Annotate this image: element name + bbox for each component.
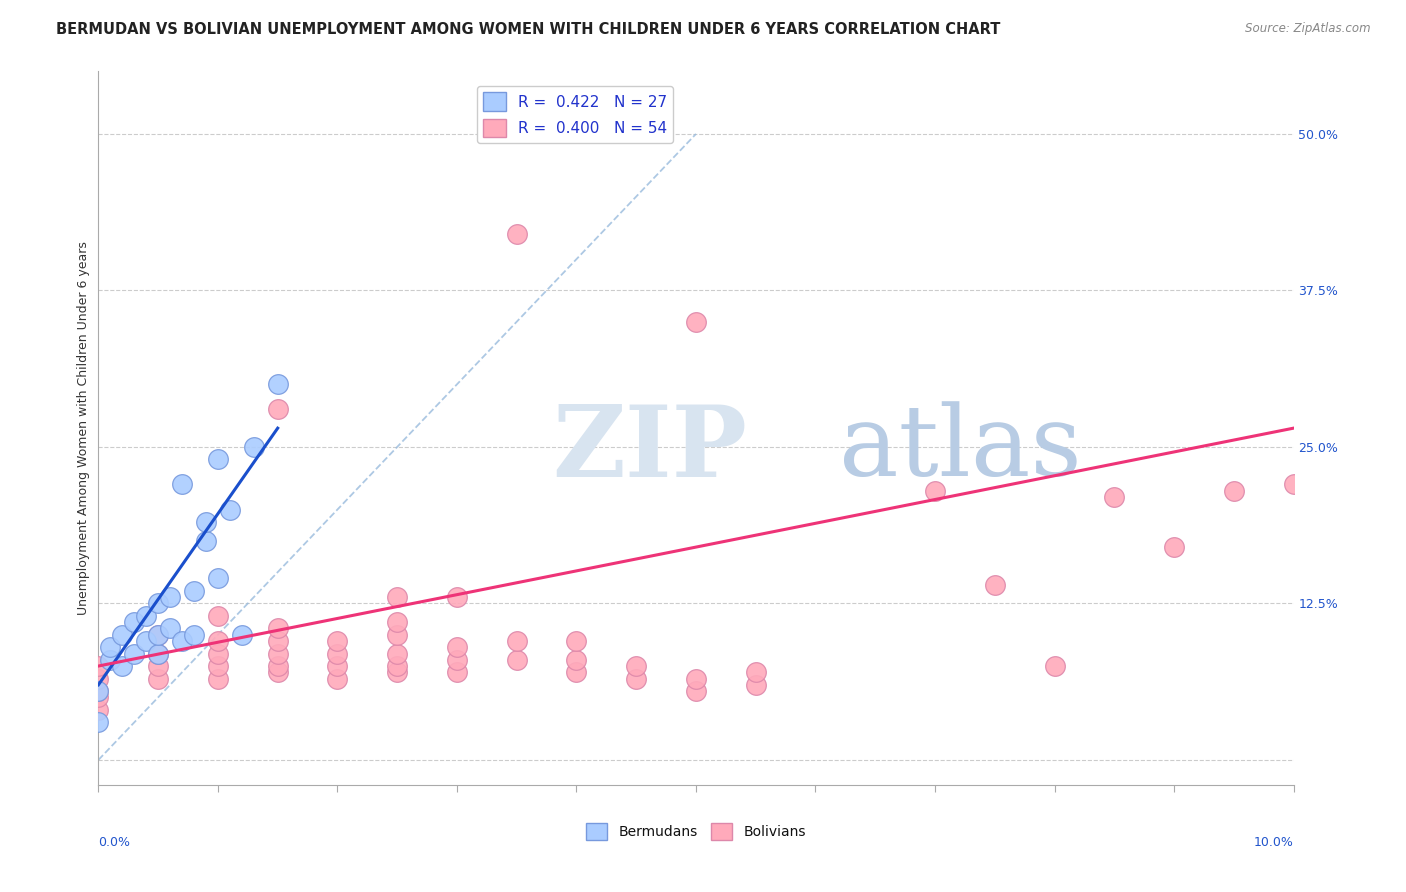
Point: [506, 227, 529, 241]
Point: [267, 665, 290, 680]
Point: [267, 622, 290, 636]
Point: [135, 634, 157, 648]
Point: [111, 659, 134, 673]
Point: [87, 684, 110, 698]
Point: [207, 659, 229, 673]
Point: [87, 690, 110, 705]
Point: [385, 590, 409, 604]
Point: [626, 659, 648, 673]
Point: [98, 640, 122, 655]
Point: [172, 477, 194, 491]
Point: [326, 647, 349, 661]
Point: [267, 659, 290, 673]
Point: [148, 628, 170, 642]
Point: [87, 703, 110, 717]
Point: [267, 647, 290, 661]
Point: [172, 634, 194, 648]
Point: [446, 640, 468, 655]
Point: [565, 665, 588, 680]
Point: [87, 684, 110, 698]
Point: [124, 647, 146, 661]
Point: [565, 634, 588, 648]
Point: [148, 659, 170, 673]
Legend: Bermudans, Bolivians: Bermudans, Bolivians: [581, 818, 811, 846]
Point: [1282, 477, 1305, 491]
Point: [148, 672, 170, 686]
Point: [148, 628, 170, 642]
Point: [326, 672, 349, 686]
Text: atlas: atlas: [839, 401, 1083, 498]
Point: [446, 590, 468, 604]
Point: [124, 615, 146, 630]
Point: [446, 653, 468, 667]
Point: [207, 571, 229, 585]
Point: [924, 483, 946, 498]
Y-axis label: Unemployment Among Women with Children Under 6 years: Unemployment Among Women with Children U…: [77, 241, 90, 615]
Point: [135, 609, 157, 624]
Point: [87, 672, 110, 686]
Point: [207, 672, 229, 686]
Point: [148, 647, 170, 661]
Point: [195, 515, 218, 529]
Point: [219, 502, 242, 516]
Point: [385, 628, 409, 642]
Text: 0.0%: 0.0%: [98, 837, 131, 849]
Point: [326, 659, 349, 673]
Text: 10.0%: 10.0%: [1254, 837, 1294, 849]
Point: [87, 659, 110, 673]
Point: [231, 628, 253, 642]
Point: [183, 583, 205, 598]
Point: [87, 715, 110, 730]
Point: [159, 590, 181, 604]
Point: [1223, 483, 1246, 498]
Point: [243, 440, 266, 454]
Point: [207, 647, 229, 661]
Point: [685, 672, 707, 686]
Point: [159, 622, 181, 636]
Point: [565, 653, 588, 667]
Point: [385, 659, 409, 673]
Point: [685, 684, 707, 698]
Point: [326, 634, 349, 648]
Point: [267, 634, 290, 648]
Text: BERMUDAN VS BOLIVIAN UNEMPLOYMENT AMONG WOMEN WITH CHILDREN UNDER 6 YEARS CORREL: BERMUDAN VS BOLIVIAN UNEMPLOYMENT AMONG …: [56, 22, 1001, 37]
Point: [385, 647, 409, 661]
Point: [385, 665, 409, 680]
Point: [1163, 540, 1185, 554]
Point: [207, 634, 229, 648]
Point: [626, 672, 648, 686]
Point: [207, 609, 229, 624]
Point: [267, 402, 290, 417]
Point: [148, 596, 170, 610]
Point: [195, 533, 218, 548]
Text: Source: ZipAtlas.com: Source: ZipAtlas.com: [1246, 22, 1371, 36]
Point: [1104, 490, 1126, 504]
Point: [267, 377, 290, 392]
Point: [385, 615, 409, 630]
Point: [745, 678, 768, 692]
Point: [984, 577, 1007, 591]
Point: [745, 665, 768, 680]
Point: [98, 653, 122, 667]
Text: ZIP: ZIP: [553, 401, 748, 498]
Point: [685, 315, 707, 329]
Point: [506, 653, 529, 667]
Point: [506, 634, 529, 648]
Point: [446, 665, 468, 680]
Point: [207, 452, 229, 467]
Point: [148, 647, 170, 661]
Point: [1043, 659, 1066, 673]
Point: [183, 628, 205, 642]
Point: [111, 628, 134, 642]
